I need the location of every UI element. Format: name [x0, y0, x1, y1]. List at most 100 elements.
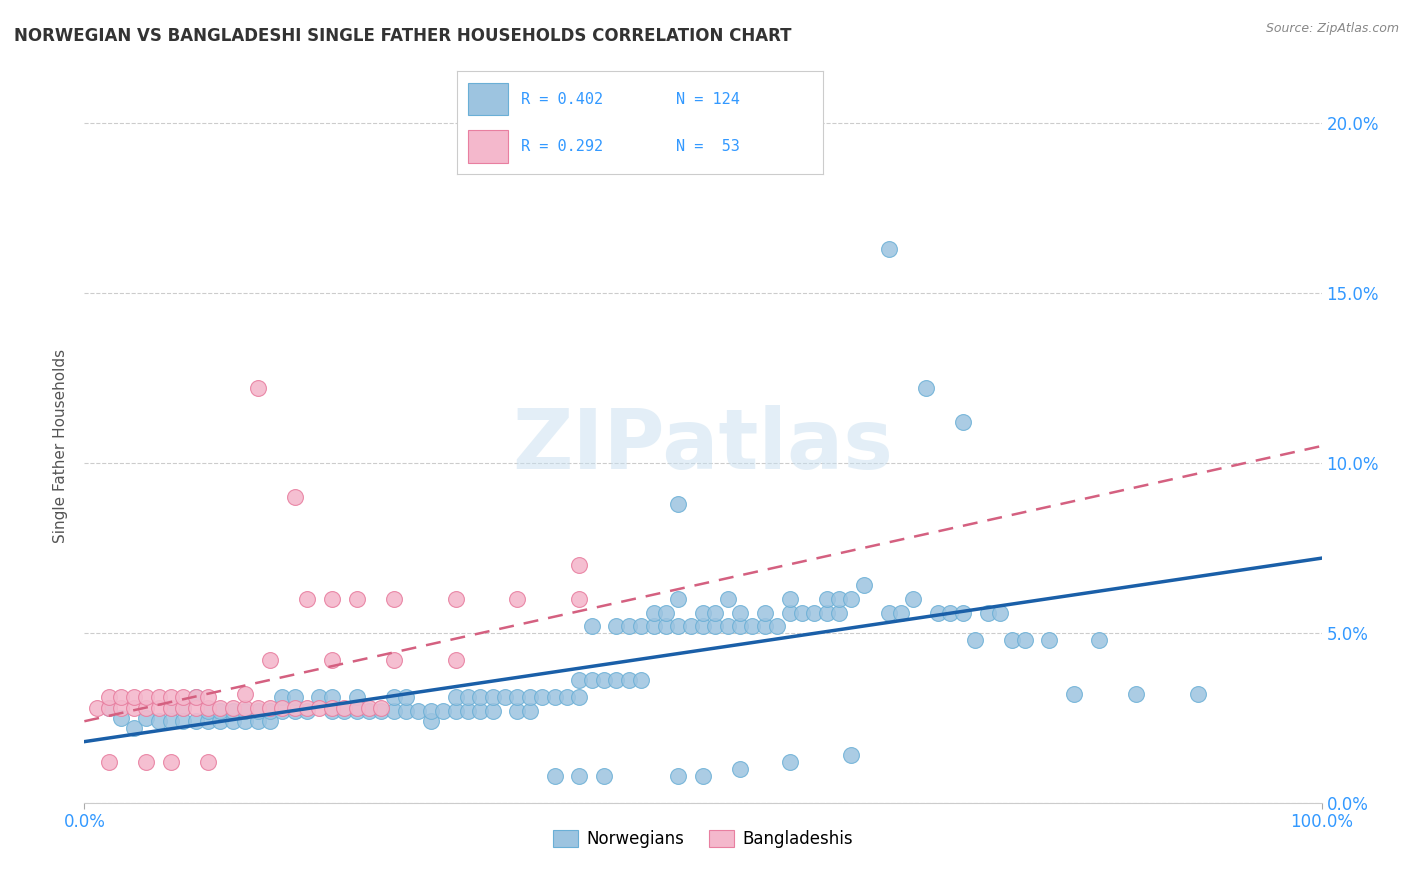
Point	[222, 714, 245, 729]
Point	[568, 558, 591, 572]
Text: Source: ZipAtlas.com: Source: ZipAtlas.com	[1265, 22, 1399, 36]
Point	[271, 700, 294, 714]
Point	[568, 591, 591, 606]
Point	[877, 606, 900, 620]
Point	[828, 591, 851, 606]
Point	[531, 690, 554, 705]
Point	[135, 755, 157, 769]
Point	[382, 591, 405, 606]
Point	[766, 619, 789, 633]
Text: R = 0.292: R = 0.292	[520, 139, 603, 153]
Point	[259, 700, 281, 714]
Point	[172, 700, 194, 714]
Point	[914, 381, 936, 395]
Point	[506, 591, 529, 606]
Point	[122, 700, 145, 714]
Point	[728, 619, 751, 633]
Point	[295, 700, 318, 714]
Point	[655, 619, 678, 633]
Point	[643, 606, 665, 620]
Point	[692, 619, 714, 633]
Point	[346, 704, 368, 718]
Point	[197, 755, 219, 769]
Point	[259, 653, 281, 667]
Point	[754, 619, 776, 633]
Point	[643, 619, 665, 633]
Point	[295, 704, 318, 718]
Point	[444, 591, 467, 606]
Point	[308, 690, 330, 705]
Point	[581, 673, 603, 688]
Legend: Norwegians, Bangladeshis: Norwegians, Bangladeshis	[547, 823, 859, 855]
Point	[271, 704, 294, 718]
Point	[444, 653, 467, 667]
Point	[890, 606, 912, 620]
Point	[692, 769, 714, 783]
Point	[728, 762, 751, 776]
Point	[790, 606, 813, 620]
Point	[593, 769, 616, 783]
Text: ZIPatlas: ZIPatlas	[513, 406, 893, 486]
Point	[222, 704, 245, 718]
Point	[457, 704, 479, 718]
Point	[666, 591, 689, 606]
Point	[370, 700, 392, 714]
Point	[828, 606, 851, 620]
Point	[172, 714, 194, 729]
Point	[1125, 687, 1147, 701]
Point	[233, 700, 256, 714]
Point	[1001, 632, 1024, 647]
Point	[98, 690, 121, 705]
Point	[803, 606, 825, 620]
Point	[135, 690, 157, 705]
Point	[852, 578, 875, 592]
Point	[568, 769, 591, 783]
Point	[593, 673, 616, 688]
Point	[617, 673, 640, 688]
Point	[630, 619, 652, 633]
Point	[284, 490, 307, 504]
Point	[110, 711, 132, 725]
Point	[160, 690, 183, 705]
Point	[382, 653, 405, 667]
Point	[395, 704, 418, 718]
Point	[333, 704, 356, 718]
Point	[506, 704, 529, 718]
Point	[222, 700, 245, 714]
Point	[148, 700, 170, 714]
Point	[432, 704, 454, 718]
Point	[246, 714, 269, 729]
Point	[419, 704, 441, 718]
Point	[284, 704, 307, 718]
Point	[877, 242, 900, 256]
Point	[110, 700, 132, 714]
Point	[357, 704, 380, 718]
Text: NORWEGIAN VS BANGLADESHI SINGLE FATHER HOUSEHOLDS CORRELATION CHART: NORWEGIAN VS BANGLADESHI SINGLE FATHER H…	[14, 27, 792, 45]
Point	[976, 606, 998, 620]
Point	[408, 704, 430, 718]
Point	[655, 606, 678, 620]
Point	[271, 690, 294, 705]
Point	[233, 687, 256, 701]
Point	[679, 619, 702, 633]
Point	[308, 700, 330, 714]
Point	[444, 704, 467, 718]
Bar	[468, 130, 508, 162]
Point	[630, 673, 652, 688]
Point	[209, 700, 232, 714]
Point	[728, 606, 751, 620]
Point	[581, 619, 603, 633]
Point	[965, 632, 987, 647]
Point	[233, 704, 256, 718]
Point	[555, 690, 578, 705]
Point	[209, 704, 232, 718]
Point	[779, 606, 801, 620]
Point	[927, 606, 949, 620]
Point	[110, 690, 132, 705]
Point	[543, 769, 565, 783]
Point	[988, 606, 1011, 620]
Point	[481, 704, 503, 718]
Point	[419, 714, 441, 729]
Point	[939, 606, 962, 620]
Point	[382, 704, 405, 718]
